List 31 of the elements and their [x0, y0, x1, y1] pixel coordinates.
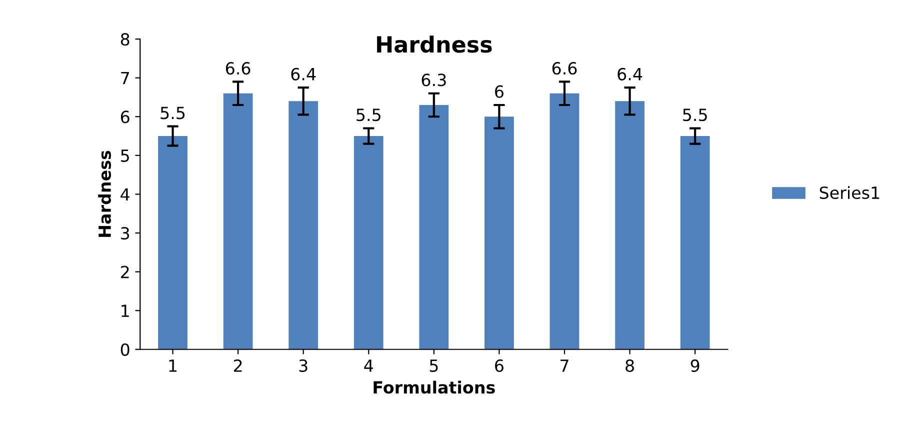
- x-tick-label: 9: [690, 359, 700, 372]
- x-tick-label: 4: [364, 360, 373, 372]
- legend-label: Series1: [820, 186, 880, 200]
- data-label: 5.5: [356, 108, 380, 122]
- y-tick-label: 6: [120, 110, 130, 124]
- x-tick-label: 8: [626, 359, 634, 372]
- x-tick-label: 6: [495, 359, 504, 372]
- x-tick-label: 3: [299, 359, 308, 372]
- x-tick-label: 1: [169, 360, 177, 372]
- x-tick-label: 7: [560, 360, 568, 372]
- y-tick-label: 4: [120, 188, 130, 201]
- x-axis-title: Formulations: [374, 380, 495, 394]
- x-tick-label: 2: [234, 359, 242, 372]
- y-tick-label: 7: [121, 72, 129, 84]
- y-axis-title: Hardness: [98, 150, 112, 237]
- x-tick-label: 5: [430, 360, 438, 372]
- chart-title: Hardness: [377, 36, 492, 53]
- data-label: 6.6: [552, 62, 577, 75]
- data-label: 5.5: [160, 106, 185, 120]
- data-label: 6.4: [618, 68, 642, 80]
- data-label: 6.6: [226, 62, 250, 75]
- y-tick-label: 0: [120, 343, 130, 356]
- y-tick-label: 5: [121, 150, 129, 162]
- data-label: 6.3: [422, 74, 446, 86]
- y-tick-label: 1: [122, 304, 129, 317]
- y-tick-label: 2: [121, 266, 129, 278]
- data-label: 6.4: [291, 68, 316, 80]
- data-label: 6: [495, 85, 504, 98]
- y-tick-label: 8: [120, 33, 130, 46]
- y-tick-label: 3: [121, 226, 130, 240]
- data-label: 5.5: [683, 108, 707, 122]
